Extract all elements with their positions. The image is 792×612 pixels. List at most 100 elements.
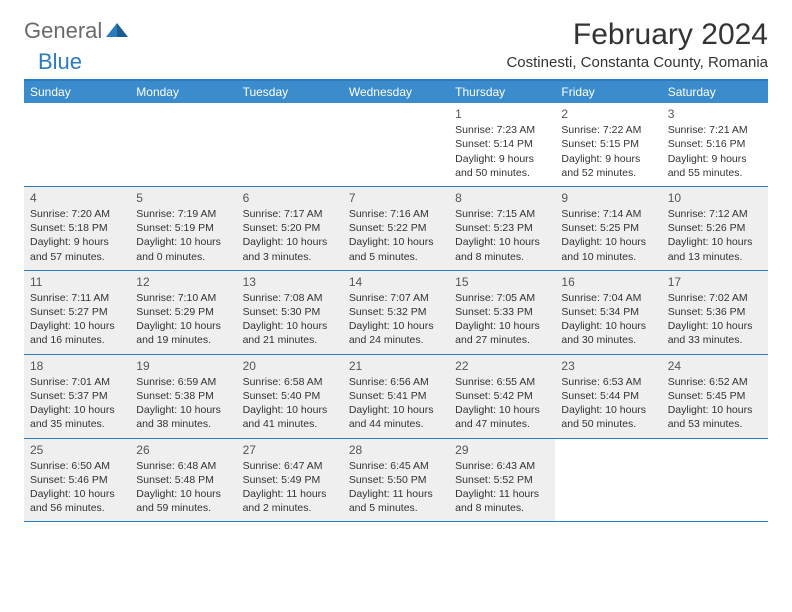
title-block: February 2024 Costinesti, Constanta Coun… <box>506 18 768 71</box>
day-number: 11 <box>30 274 124 290</box>
day-number: 8 <box>455 190 549 206</box>
week-row: 4Sunrise: 7:20 AMSunset: 5:18 PMDaylight… <box>24 187 768 271</box>
day-cell: 26Sunrise: 6:48 AMSunset: 5:48 PMDayligh… <box>130 439 236 522</box>
day-cell: 24Sunrise: 6:52 AMSunset: 5:45 PMDayligh… <box>662 355 768 438</box>
sunrise-text: Sunrise: 7:10 AM <box>136 291 230 305</box>
sunset-text: Sunset: 5:20 PM <box>243 221 337 235</box>
sunset-text: Sunset: 5:26 PM <box>668 221 762 235</box>
day-cell: 28Sunrise: 6:45 AMSunset: 5:50 PMDayligh… <box>343 439 449 522</box>
day-number: 6 <box>243 190 337 206</box>
day-number: 5 <box>136 190 230 206</box>
day-cell: 19Sunrise: 6:59 AMSunset: 5:38 PMDayligh… <box>130 355 236 438</box>
day-cell: 8Sunrise: 7:15 AMSunset: 5:23 PMDaylight… <box>449 187 555 270</box>
weeks-container: 1Sunrise: 7:23 AMSunset: 5:14 PMDaylight… <box>24 103 768 522</box>
sunrise-text: Sunrise: 7:02 AM <box>668 291 762 305</box>
day-cell: 3Sunrise: 7:21 AMSunset: 5:16 PMDaylight… <box>662 103 768 186</box>
daylight-text: Daylight: 10 hours and 21 minutes. <box>243 319 337 347</box>
sunrise-text: Sunrise: 7:07 AM <box>349 291 443 305</box>
sunrise-text: Sunrise: 7:16 AM <box>349 207 443 221</box>
sunset-text: Sunset: 5:50 PM <box>349 473 443 487</box>
sunset-text: Sunset: 5:33 PM <box>455 305 549 319</box>
daylight-text: Daylight: 10 hours and 16 minutes. <box>30 319 124 347</box>
day-cell: 5Sunrise: 7:19 AMSunset: 5:19 PMDaylight… <box>130 187 236 270</box>
week-row: 25Sunrise: 6:50 AMSunset: 5:46 PMDayligh… <box>24 439 768 523</box>
daylight-text: Daylight: 10 hours and 8 minutes. <box>455 235 549 263</box>
calendar-grid: SundayMondayTuesdayWednesdayThursdayFrid… <box>24 79 768 522</box>
day-cell: 23Sunrise: 6:53 AMSunset: 5:44 PMDayligh… <box>555 355 661 438</box>
day-number: 15 <box>455 274 549 290</box>
day-cell: 13Sunrise: 7:08 AMSunset: 5:30 PMDayligh… <box>237 271 343 354</box>
day-header: Tuesday <box>237 81 343 103</box>
daylight-text: Daylight: 10 hours and 30 minutes. <box>561 319 655 347</box>
daylight-text: Daylight: 10 hours and 47 minutes. <box>455 403 549 431</box>
day-cell <box>24 103 130 186</box>
sunrise-text: Sunrise: 7:12 AM <box>668 207 762 221</box>
day-number: 2 <box>561 106 655 122</box>
daylight-text: Daylight: 10 hours and 53 minutes. <box>668 403 762 431</box>
sunrise-text: Sunrise: 6:53 AM <box>561 375 655 389</box>
day-cell <box>130 103 236 186</box>
daylight-text: Daylight: 10 hours and 44 minutes. <box>349 403 443 431</box>
day-number: 21 <box>349 358 443 374</box>
sunrise-text: Sunrise: 7:01 AM <box>30 375 124 389</box>
day-number: 1 <box>455 106 549 122</box>
daylight-text: Daylight: 10 hours and 10 minutes. <box>561 235 655 263</box>
sunset-text: Sunset: 5:32 PM <box>349 305 443 319</box>
sunrise-text: Sunrise: 6:52 AM <box>668 375 762 389</box>
sunset-text: Sunset: 5:19 PM <box>136 221 230 235</box>
day-header: Wednesday <box>343 81 449 103</box>
day-header: Sunday <box>24 81 130 103</box>
day-number: 29 <box>455 442 549 458</box>
day-cell: 1Sunrise: 7:23 AMSunset: 5:14 PMDaylight… <box>449 103 555 186</box>
day-number: 24 <box>668 358 762 374</box>
day-number: 25 <box>30 442 124 458</box>
sunrise-text: Sunrise: 7:22 AM <box>561 123 655 137</box>
day-number: 12 <box>136 274 230 290</box>
sunrise-text: Sunrise: 7:19 AM <box>136 207 230 221</box>
week-row: 11Sunrise: 7:11 AMSunset: 5:27 PMDayligh… <box>24 271 768 355</box>
daylight-text: Daylight: 10 hours and 27 minutes. <box>455 319 549 347</box>
location-text: Costinesti, Constanta County, Romania <box>506 54 768 71</box>
day-cell: 4Sunrise: 7:20 AMSunset: 5:18 PMDaylight… <box>24 187 130 270</box>
day-number: 26 <box>136 442 230 458</box>
day-cell: 17Sunrise: 7:02 AMSunset: 5:36 PMDayligh… <box>662 271 768 354</box>
daylight-text: Daylight: 10 hours and 56 minutes. <box>30 487 124 515</box>
sunset-text: Sunset: 5:46 PM <box>30 473 124 487</box>
sunrise-text: Sunrise: 6:59 AM <box>136 375 230 389</box>
sunset-text: Sunset: 5:18 PM <box>30 221 124 235</box>
day-cell <box>343 103 449 186</box>
day-header: Monday <box>130 81 236 103</box>
sunrise-text: Sunrise: 7:21 AM <box>668 123 762 137</box>
sunset-text: Sunset: 5:36 PM <box>668 305 762 319</box>
sunset-text: Sunset: 5:29 PM <box>136 305 230 319</box>
sunset-text: Sunset: 5:16 PM <box>668 137 762 151</box>
week-row: 1Sunrise: 7:23 AMSunset: 5:14 PMDaylight… <box>24 103 768 187</box>
sunset-text: Sunset: 5:30 PM <box>243 305 337 319</box>
day-cell: 22Sunrise: 6:55 AMSunset: 5:42 PMDayligh… <box>449 355 555 438</box>
daylight-text: Daylight: 10 hours and 13 minutes. <box>668 235 762 263</box>
day-cell <box>237 103 343 186</box>
sunrise-text: Sunrise: 6:43 AM <box>455 459 549 473</box>
header: General February 2024 Costinesti, Consta… <box>24 18 768 71</box>
sunset-text: Sunset: 5:40 PM <box>243 389 337 403</box>
day-number: 16 <box>561 274 655 290</box>
day-cell: 10Sunrise: 7:12 AMSunset: 5:26 PMDayligh… <box>662 187 768 270</box>
daylight-text: Daylight: 10 hours and 33 minutes. <box>668 319 762 347</box>
daylight-text: Daylight: 9 hours and 55 minutes. <box>668 152 762 180</box>
day-number: 22 <box>455 358 549 374</box>
sunrise-text: Sunrise: 7:04 AM <box>561 291 655 305</box>
sunset-text: Sunset: 5:14 PM <box>455 137 549 151</box>
daylight-text: Daylight: 10 hours and 59 minutes. <box>136 487 230 515</box>
daylight-text: Daylight: 10 hours and 50 minutes. <box>561 403 655 431</box>
day-number: 19 <box>136 358 230 374</box>
sunrise-text: Sunrise: 7:17 AM <box>243 207 337 221</box>
day-number: 7 <box>349 190 443 206</box>
day-number: 3 <box>668 106 762 122</box>
day-cell: 18Sunrise: 7:01 AMSunset: 5:37 PMDayligh… <box>24 355 130 438</box>
sunrise-text: Sunrise: 6:56 AM <box>349 375 443 389</box>
sunset-text: Sunset: 5:37 PM <box>30 389 124 403</box>
day-number: 4 <box>30 190 124 206</box>
sunset-text: Sunset: 5:38 PM <box>136 389 230 403</box>
day-cell: 6Sunrise: 7:17 AMSunset: 5:20 PMDaylight… <box>237 187 343 270</box>
logo-triangle-icon <box>106 21 128 42</box>
